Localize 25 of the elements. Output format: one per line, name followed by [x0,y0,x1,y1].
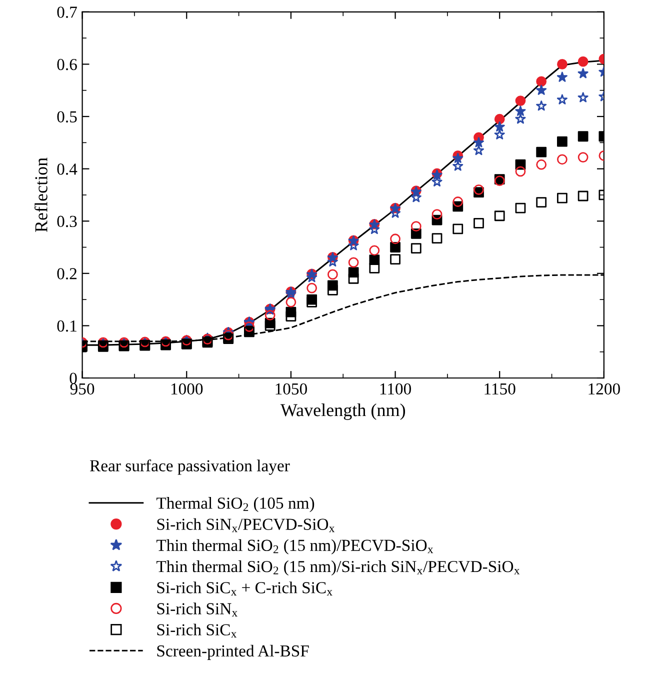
legend-label: Si-rich SiN$_{x}$/PECVD-SiO$_{x}$ [157,518,335,532]
y-axis-title: Reflection [34,158,48,232]
y-tick-label: 0.6 [57,58,77,70]
y-tick-label: 0 [70,372,77,384]
y-tick-label: 0.7 [57,6,77,18]
x-axis-title: Wavelength (nm) [280,404,406,420]
legend-label: Screen-printed Al-BSF [157,644,309,660]
x-tick-label: 1100 [380,383,411,395]
x-tick-label: 1050 [276,383,307,395]
legend-label: Si-rich SiC$_{x}$ [157,624,237,638]
legend-label: Thin thermal SiO$_{2}$ (15 nm)/Si-rich SiN$_{x}$/PECVD-SiO$_{x}$ [156,560,520,576]
legend-label: Si-rich SiC$_{x}$ + C-rich SiC$_{x}$ [157,582,332,596]
legend-label: Thin thermal SiO$_{2}$ (15 nm)/PECVD-SiO$_{x}$ [156,539,434,554]
y-tick-label: 0.1 [57,320,76,332]
legend-label: Si-rich SiN$_{x}$ [157,602,238,617]
y-tick-label: 0.3 [57,216,77,228]
x-tick-label: 1200 [588,383,620,395]
legend-title: Rear surface passivation layer [90,460,290,475]
y-tick-label: 0.2 [57,268,77,280]
x-tick-label: 950 [70,383,94,395]
x-tick-label: 1150 [484,383,516,395]
legend-label: Thermal SiO$_{2}$ (105 nm) [156,497,314,512]
x-tick-label: 1000 [171,383,203,395]
y-tick-label: 0.5 [57,111,77,123]
y-tick-label: 0.4 [57,164,78,175]
